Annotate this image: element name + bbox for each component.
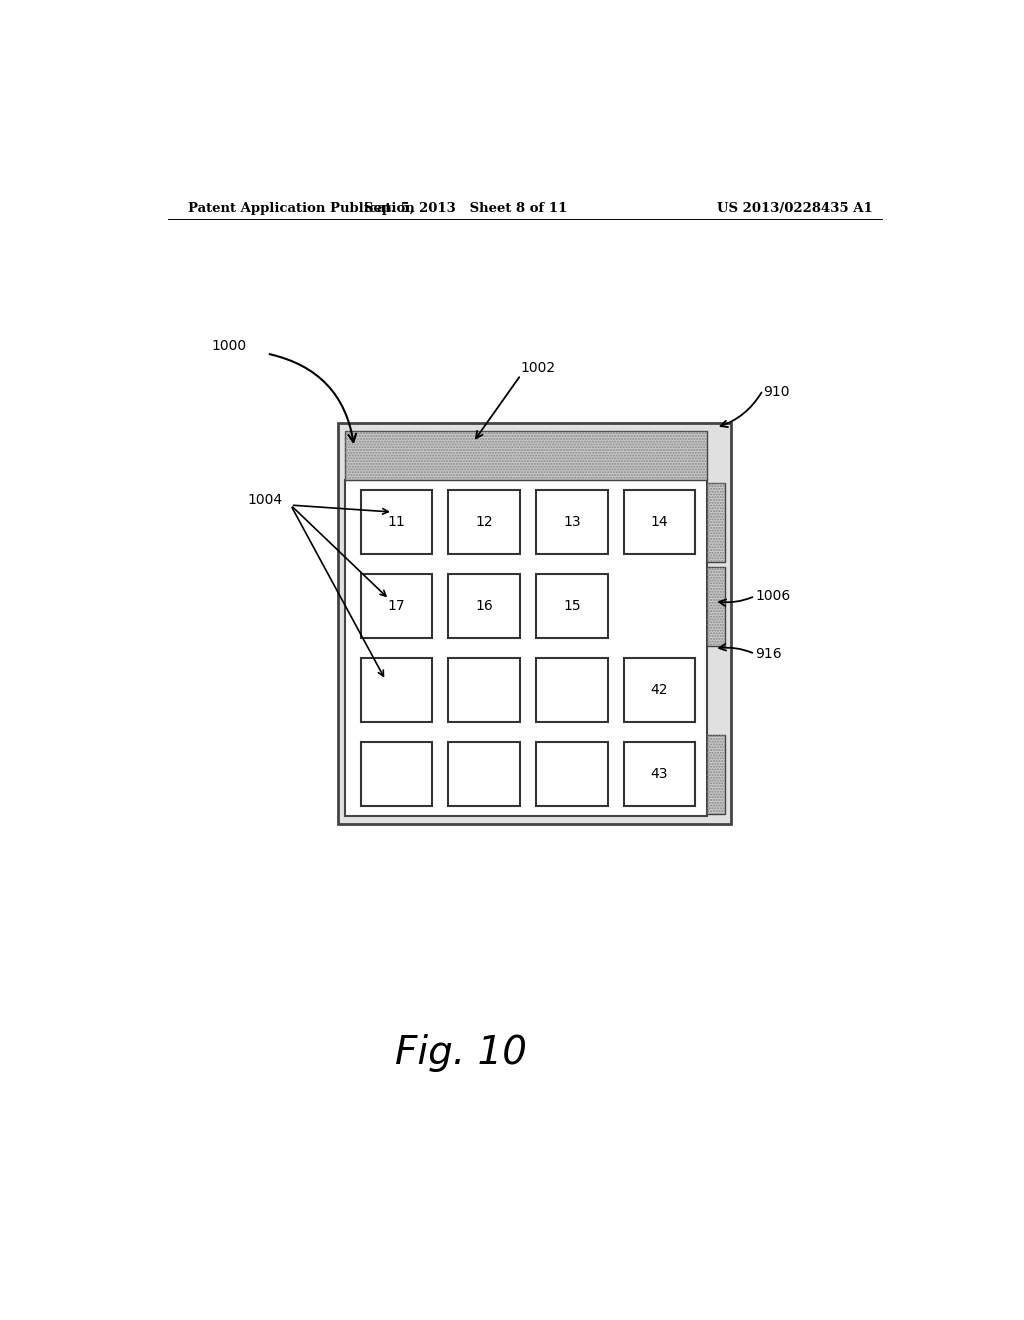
Text: 43: 43 xyxy=(651,767,669,781)
Bar xyxy=(345,430,708,479)
Bar xyxy=(624,657,695,722)
Text: 13: 13 xyxy=(563,515,581,528)
Bar xyxy=(536,490,607,553)
Text: 1006: 1006 xyxy=(755,589,791,603)
Text: 1000: 1000 xyxy=(211,339,247,354)
Bar xyxy=(360,742,432,805)
Bar xyxy=(360,657,432,722)
Bar xyxy=(536,742,607,805)
Bar xyxy=(536,657,607,722)
Bar xyxy=(708,735,725,814)
Bar xyxy=(624,490,695,553)
Text: 910: 910 xyxy=(763,385,790,399)
Bar xyxy=(708,735,725,814)
Bar xyxy=(345,430,708,479)
Text: 14: 14 xyxy=(650,515,669,528)
Bar xyxy=(708,483,725,561)
Bar xyxy=(708,566,725,645)
Bar xyxy=(338,422,731,824)
Text: 15: 15 xyxy=(563,599,581,612)
Bar xyxy=(536,574,607,638)
Text: Sep. 5, 2013   Sheet 8 of 11: Sep. 5, 2013 Sheet 8 of 11 xyxy=(364,202,567,215)
Text: 16: 16 xyxy=(475,599,493,612)
Text: 12: 12 xyxy=(475,515,493,528)
Bar xyxy=(345,479,708,816)
Text: Fig. 10: Fig. 10 xyxy=(395,1034,527,1072)
Bar xyxy=(449,742,520,805)
Text: Patent Application Publication: Patent Application Publication xyxy=(187,202,415,215)
Text: 916: 916 xyxy=(755,647,781,661)
Text: 42: 42 xyxy=(651,682,669,697)
Text: 11: 11 xyxy=(387,515,406,528)
Text: US 2013/0228435 A1: US 2013/0228435 A1 xyxy=(717,202,872,215)
Text: 17: 17 xyxy=(388,599,406,612)
Text: 1004: 1004 xyxy=(248,492,283,507)
Bar xyxy=(449,574,520,638)
Text: 1002: 1002 xyxy=(521,360,556,375)
Bar xyxy=(624,742,695,805)
Bar xyxy=(449,490,520,553)
Bar xyxy=(449,657,520,722)
Bar xyxy=(708,566,725,645)
Bar xyxy=(360,490,432,553)
Bar xyxy=(360,574,432,638)
Bar xyxy=(708,483,725,561)
